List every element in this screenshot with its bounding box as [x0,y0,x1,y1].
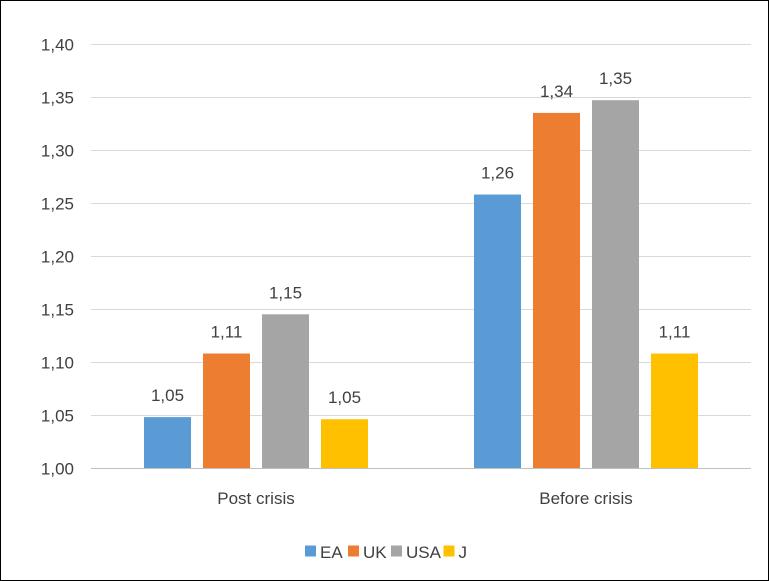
legend-swatch [348,545,359,557]
data-label: 1,05 [151,386,184,405]
y-tick-label: 1,40 [41,36,74,55]
legend-item-ea: EA [305,543,343,562]
bar-usa [592,100,639,469]
legend-swatch [305,545,316,557]
legend-label: J [459,543,468,562]
data-label: 1,05 [328,388,361,407]
bars [144,100,698,469]
legend-swatch [443,545,455,557]
x-category-label: Post crisis [217,489,294,508]
bar-ea [144,417,191,468]
bar-uk [533,112,580,469]
y-tick-label: 1,30 [41,142,74,161]
legend-label: UK [363,543,387,562]
data-label: 1,15 [269,283,302,302]
data-label: 1,11 [211,323,243,342]
bar-ea [474,194,521,468]
legend: EA UK USA J [305,543,467,562]
bar-j [651,353,698,468]
data-label: 1,11 [659,323,691,342]
y-axis-ticks: 1,00 1,05 1,10 1,15 1,20 1,25 1,30 1,35 1,40 [41,36,74,479]
y-tick-label: 1,35 [41,89,74,108]
y-tick-label: 1,00 [41,460,74,479]
legend-label: USA [406,543,442,562]
data-labels: 1,05 1,11 1,15 1,05 1,26 1,34 1,35 1,11 [151,69,690,407]
legend-item-usa: USA [391,543,442,562]
data-label: 1,35 [599,69,632,88]
x-category-label: Before crisis [539,489,633,508]
y-tick-label: 1,10 [41,354,74,373]
bar-uk [203,353,250,468]
legend-item-uk: UK [348,543,387,562]
data-label: 1,26 [481,164,514,183]
x-axis-categories: Post crisis Before crisis [217,489,633,508]
bar-j [321,419,368,468]
y-tick-label: 1,25 [41,195,74,214]
legend-label: EA [320,543,343,562]
data-label: 1,34 [540,82,573,101]
y-tick-label: 1,05 [41,407,74,426]
bar-usa [262,314,309,468]
y-tick-label: 1,20 [41,248,74,267]
gridlines [91,44,751,469]
y-tick-label: 1,15 [41,301,74,320]
legend-item-j: J [443,543,468,562]
legend-swatch [391,545,402,557]
